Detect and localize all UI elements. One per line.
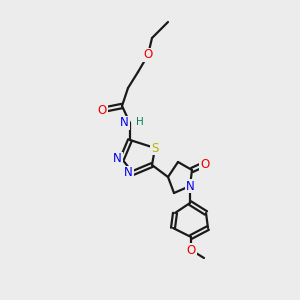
Text: N: N: [120, 116, 129, 130]
Text: S: S: [151, 142, 159, 154]
Text: N: N: [113, 152, 122, 166]
Text: H: H: [136, 117, 144, 127]
Text: O: O: [186, 244, 196, 256]
Text: N: N: [186, 179, 194, 193]
Text: O: O: [200, 158, 210, 170]
Text: O: O: [143, 49, 153, 62]
Text: N: N: [124, 167, 133, 179]
Text: O: O: [98, 103, 106, 116]
